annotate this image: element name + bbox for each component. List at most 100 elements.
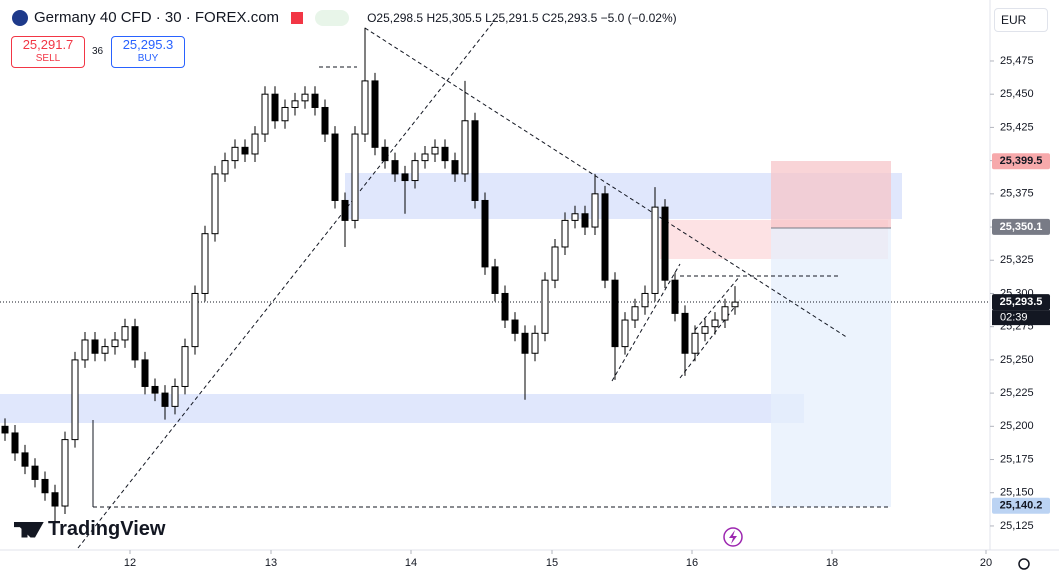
candle-body bbox=[291, 100, 299, 108]
logo-icon bbox=[14, 521, 44, 538]
logo-text: TradingView bbox=[48, 518, 166, 540]
candle-body bbox=[1, 425, 9, 434]
flag-icon[interactable] bbox=[291, 11, 304, 24]
y-tick-label: 25,225 bbox=[1000, 387, 1034, 399]
candle-body bbox=[91, 339, 99, 354]
header: Germany 40 CFD · 30 · FOREX.com O25,298.… bbox=[12, 9, 677, 26]
status-pill[interactable] bbox=[315, 9, 350, 26]
candle-body bbox=[131, 326, 139, 361]
price-label-bg bbox=[992, 497, 1050, 514]
candle-body bbox=[641, 292, 649, 308]
candle-body bbox=[281, 106, 289, 122]
candle-body bbox=[561, 219, 569, 248]
candle-body bbox=[111, 339, 119, 348]
countdown-bg bbox=[992, 310, 1050, 326]
sell-label: SELL bbox=[35, 53, 61, 64]
candle-body bbox=[501, 292, 509, 321]
target-zone bbox=[771, 228, 891, 507]
candle-body bbox=[671, 279, 679, 314]
sell-button[interactable]: 25,291.7 SELL bbox=[11, 36, 85, 68]
candle-body bbox=[351, 133, 359, 221]
channel-line bbox=[694, 275, 741, 331]
candle-body bbox=[221, 160, 229, 175]
candle-body bbox=[41, 478, 49, 494]
alert-icon[interactable] bbox=[723, 527, 743, 547]
candle-body bbox=[101, 346, 109, 354]
candle-body bbox=[11, 432, 19, 454]
x-tick-label: 15 bbox=[546, 557, 558, 569]
candle-body bbox=[661, 206, 669, 281]
y-tick-label: 25,325 bbox=[1000, 254, 1034, 266]
candle-body bbox=[311, 93, 319, 108]
candle-body bbox=[151, 385, 159, 394]
candle-body bbox=[701, 326, 709, 334]
candle-body bbox=[731, 301, 739, 308]
candle-body bbox=[711, 319, 719, 328]
candle-body bbox=[341, 199, 349, 221]
candle-body bbox=[491, 266, 499, 294]
y-tick-label: 25,200 bbox=[1000, 420, 1034, 432]
candle-body bbox=[411, 160, 419, 182]
candle-body bbox=[361, 80, 369, 135]
candle-body bbox=[201, 233, 209, 294]
settings-icon[interactable] bbox=[1018, 558, 1030, 570]
support-zone bbox=[0, 394, 804, 423]
y-tick-label: 25,175 bbox=[1000, 453, 1034, 465]
symbol-icon bbox=[12, 9, 28, 26]
buy-button[interactable]: 25,295.3 BUY bbox=[111, 36, 185, 68]
candle-body bbox=[691, 332, 699, 354]
candle-body bbox=[651, 206, 659, 294]
candle-body bbox=[181, 346, 189, 387]
candle-body bbox=[621, 319, 629, 348]
buy-price: 25,295.3 bbox=[122, 37, 174, 52]
symbol[interactable]: Germany 40 CFD · 30 · FOREX.com bbox=[34, 9, 280, 26]
candle-body bbox=[431, 146, 439, 155]
candle-body bbox=[261, 93, 269, 135]
candle-body bbox=[541, 279, 549, 334]
y-tick-label: 25,125 bbox=[1000, 520, 1034, 532]
price-label: 25,399.5 bbox=[1000, 155, 1043, 167]
candle-body bbox=[461, 120, 469, 175]
channel-line bbox=[679, 299, 741, 379]
candle-body bbox=[211, 173, 219, 235]
logo: TradingView bbox=[14, 518, 165, 541]
candle-body bbox=[401, 173, 409, 182]
x-tick-label: 13 bbox=[265, 557, 277, 569]
y-tick-label: 25,375 bbox=[1000, 188, 1034, 200]
candle-body bbox=[161, 392, 169, 407]
candle-body bbox=[321, 106, 329, 135]
candle-body bbox=[571, 213, 579, 221]
candle-body bbox=[391, 160, 399, 175]
candle-body bbox=[471, 120, 479, 201]
candle-body bbox=[451, 160, 459, 175]
candle-body bbox=[61, 439, 69, 507]
currency-select[interactable]: EUR bbox=[994, 8, 1048, 32]
alert-bolt bbox=[729, 530, 737, 544]
x-tick-label: 20 bbox=[980, 557, 992, 569]
candle-body bbox=[611, 279, 619, 348]
trendline bbox=[77, 19, 496, 549]
candle-body bbox=[21, 452, 29, 467]
candle-body bbox=[331, 133, 339, 201]
candle-body bbox=[241, 146, 249, 155]
price-label-bg bbox=[992, 218, 1050, 235]
candle-body bbox=[511, 319, 519, 334]
countdown: 02:39 bbox=[1000, 312, 1028, 324]
y-tick-label: 25,475 bbox=[1000, 55, 1034, 67]
candle-body bbox=[531, 332, 539, 354]
channel-line bbox=[611, 263, 681, 382]
price-label-bg bbox=[992, 294, 1050, 311]
candle-body bbox=[251, 133, 259, 155]
price-label-bg bbox=[992, 153, 1050, 170]
candle-body bbox=[631, 306, 639, 321]
candle-body bbox=[421, 153, 429, 162]
candle-body bbox=[121, 326, 129, 341]
candle-body bbox=[681, 312, 689, 354]
x-tick-label: 14 bbox=[405, 557, 417, 569]
candle-body bbox=[591, 193, 599, 228]
y-tick-label: 25,425 bbox=[1000, 121, 1034, 133]
y-tick-label: 25,150 bbox=[1000, 487, 1034, 499]
candle-body bbox=[721, 306, 729, 321]
price-label: 25,140.2 bbox=[1000, 500, 1043, 512]
candle-body bbox=[581, 213, 589, 228]
